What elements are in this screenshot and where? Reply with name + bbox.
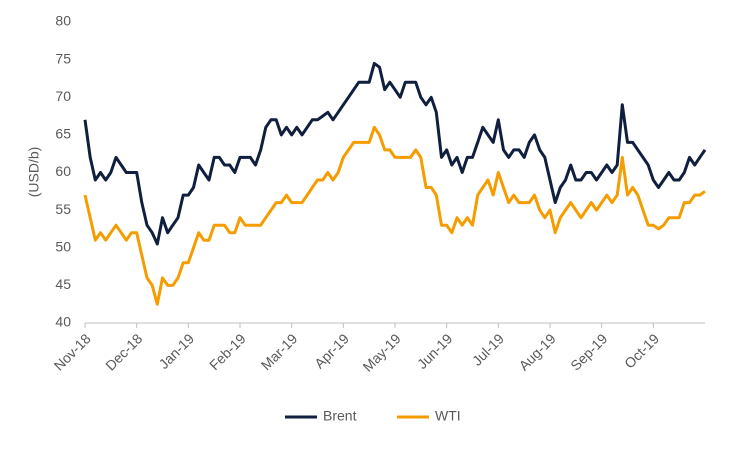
y-tick-label: 40: [55, 314, 71, 330]
x-tick-label: Sep-19: [567, 330, 610, 373]
x-tick-label: Jun-19: [414, 330, 456, 372]
line-series: [83, 61, 707, 246]
y-tick-label: 75: [55, 50, 71, 66]
y-tick-label: 65: [55, 126, 71, 142]
y-tick-label: 50: [55, 238, 71, 254]
legend-label: WTI: [435, 408, 461, 424]
legend-label: Brent: [323, 408, 357, 424]
y-tick-label: 55: [55, 201, 71, 217]
y-tick-label: 70: [55, 88, 71, 104]
line-series: [83, 125, 706, 306]
x-tick-label: Jan-19: [155, 330, 197, 372]
x-tick-label: Mar-19: [258, 330, 301, 373]
y-axis-label: (USD/b): [26, 147, 42, 198]
y-tick-label: 60: [55, 163, 71, 179]
x-tick-label: Jul-19: [469, 330, 507, 368]
x-tick-label: May-19: [359, 330, 403, 374]
x-tick-label: Aug-19: [515, 330, 558, 373]
x-tick-label: Oct-19: [621, 330, 662, 371]
x-tick-label: Feb-19: [206, 330, 249, 373]
x-tick-label: Nov-18: [51, 330, 94, 373]
x-tick-label: Apr-19: [311, 330, 352, 371]
y-tick-label: 45: [55, 276, 71, 292]
y-tick-label: 80: [55, 13, 71, 29]
x-tick-label: Dec-18: [102, 330, 145, 373]
